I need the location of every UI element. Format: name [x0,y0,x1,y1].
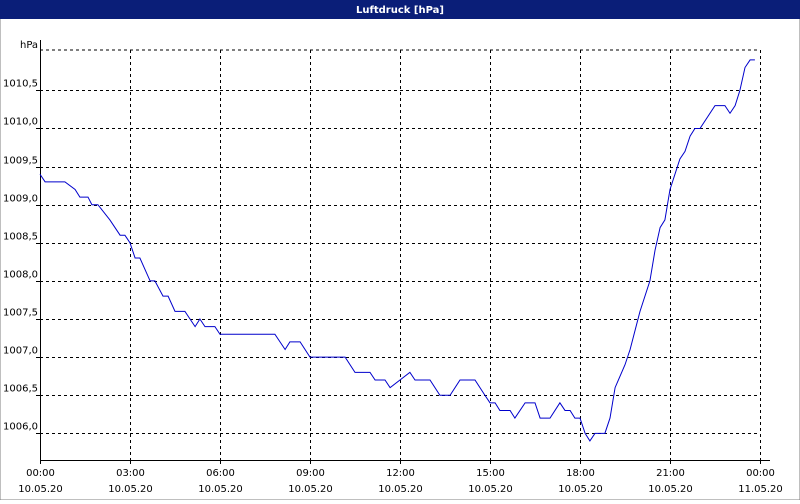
x-tick-label: 12:00 [386,468,415,479]
y-tick-label: 1008,5 [3,232,38,243]
x-tick-label: 03:00 [116,468,145,479]
x-tick-date: 10.05.20 [108,484,153,495]
data-line [39,59,755,442]
y-tick-label: 1007,0 [3,346,38,357]
y-tick-label: 1006,5 [3,384,38,395]
y-tick-label: 1009,5 [3,156,38,167]
x-tick-date: 11.05.20 [738,484,783,495]
y-tick-label: 1008,0 [3,270,38,281]
y-unit: hPa [20,40,38,51]
x-tick-label: 18:00 [566,468,595,479]
x-tick-label: 00:00 [26,468,55,479]
x-tick-label: 21:00 [656,468,685,479]
y-tick-label: 1010,0 [3,117,38,128]
x-tick-label: 15:00 [476,468,505,479]
title-bar [0,0,800,19]
y-tick-label: 1006,0 [3,422,38,433]
chart-title: Luftdruck [hPa] [356,5,444,16]
y-tick-label: 1010,5 [3,79,38,90]
y-tick-label: 1009,0 [3,194,38,205]
y-tick-label: 1007,5 [3,308,38,319]
x-tick-label: 09:00 [296,468,325,479]
x-tick-date: 10.05.20 [288,484,333,495]
x-tick-label: 06:00 [206,468,235,479]
x-tick-date: 10.05.20 [648,484,693,495]
x-tick-date: 10.05.20 [378,484,423,495]
x-tick-label: 00:00 [746,468,775,479]
x-tick-date: 10.05.20 [18,484,63,495]
x-tick-date: 10.05.20 [468,484,513,495]
x-tick-date: 10.05.20 [558,484,603,495]
x-tick-date: 10.05.20 [198,484,243,495]
